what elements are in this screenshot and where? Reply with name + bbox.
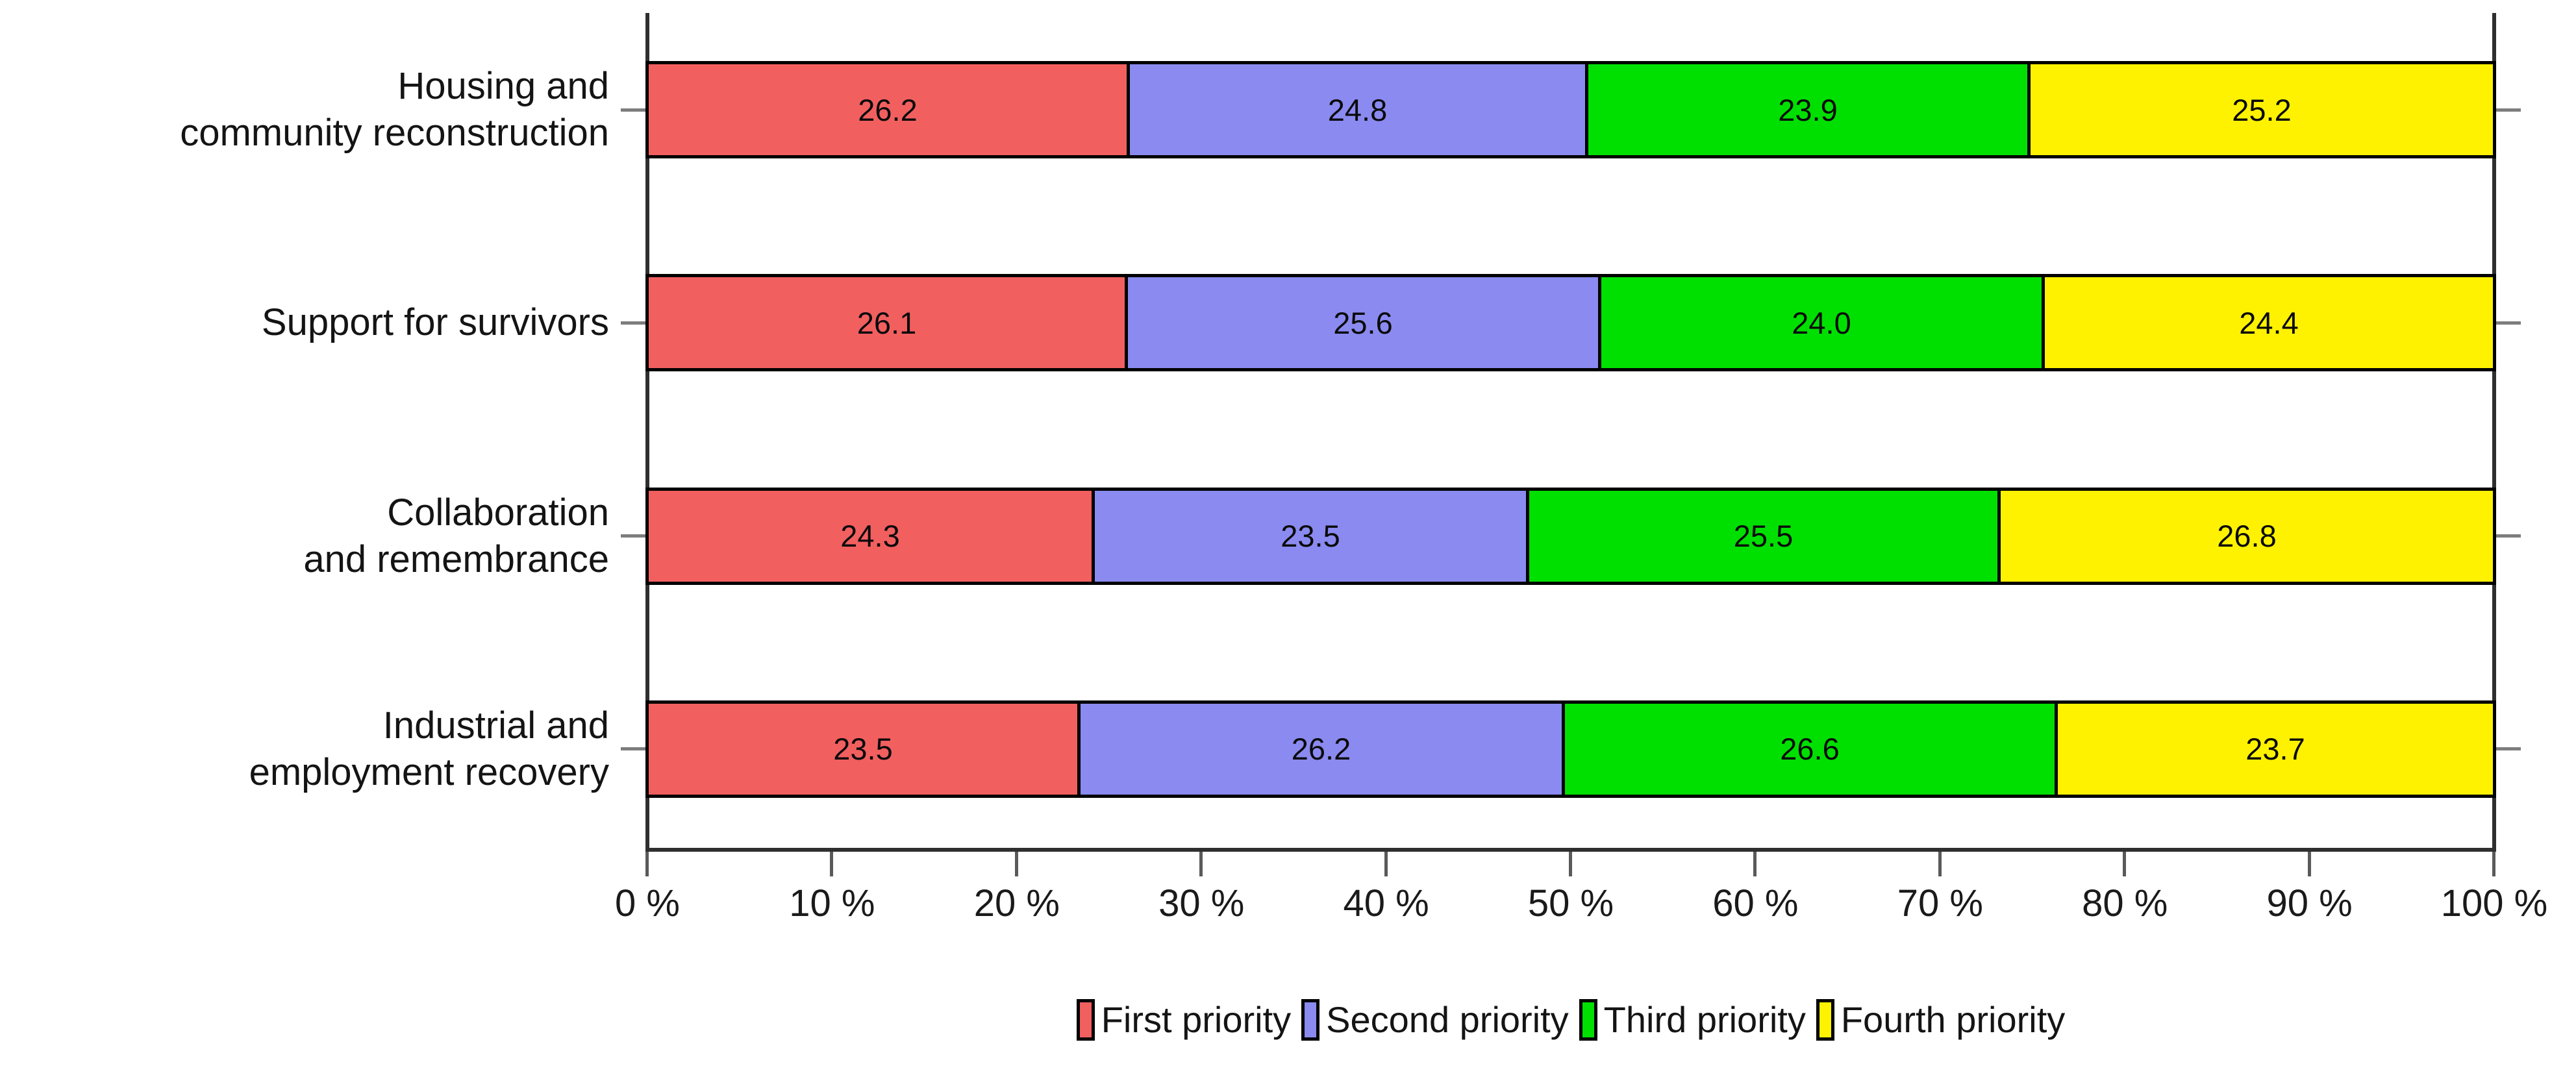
legend-item-first-priority: First priority — [1076, 998, 1292, 1041]
bar-value-label: 26.8 — [2217, 519, 2277, 554]
bar-segment-fourth-priority: 23.7 — [2055, 700, 2496, 798]
x-tick-label: 20 % — [973, 882, 1060, 924]
bar-segment-third-priority: 26.6 — [1562, 700, 2058, 798]
x-tick — [2123, 852, 2127, 876]
bar-value-label: 25.2 — [2232, 92, 2292, 127]
bar-value-label: 26.2 — [858, 92, 918, 127]
bar-value-label: 24.4 — [2239, 305, 2299, 340]
bar-row: 26.1 25.6 24.0 24.4 — [645, 274, 2496, 372]
category-label: Collaboration and remembrance — [303, 491, 609, 580]
bar-value-label: 24.0 — [1792, 305, 1851, 340]
y-tick-left — [621, 534, 645, 538]
bar-segment-second-priority: 26.2 — [1077, 700, 1565, 798]
y-tick-right — [2496, 108, 2521, 112]
x-tick-label: 30 % — [1158, 882, 1245, 924]
x-tick — [2492, 852, 2495, 876]
legend-swatch — [1076, 998, 1095, 1041]
bar-segment-third-priority: 24.0 — [1598, 274, 2045, 372]
x-tick — [1384, 852, 1388, 876]
legend-label: Fourth priority — [1840, 999, 2066, 1040]
x-tick — [1753, 852, 1757, 876]
legend-label: First priority — [1101, 999, 1292, 1040]
bar-value-label: 23.7 — [2245, 732, 2305, 767]
bar-row: 24.3 23.5 25.5 26.8 — [645, 487, 2496, 585]
bar-value-label: 26.1 — [857, 305, 917, 340]
y-axis-line-left — [645, 13, 649, 852]
y-tick-left — [621, 321, 645, 325]
x-tick — [1569, 852, 1572, 876]
bar-value-label: 23.5 — [1281, 519, 1340, 554]
bar-segment-fourth-priority: 24.4 — [2042, 274, 2496, 372]
category-label: Housing and community reconstruction — [180, 65, 609, 154]
bar-value-label: 24.8 — [1327, 92, 1388, 127]
x-tick-label: 100 % — [2440, 882, 2548, 924]
x-axis-line — [645, 848, 2496, 852]
bar-segment-second-priority: 24.8 — [1127, 61, 1588, 158]
legend: First priority Second priority Third prior… — [645, 998, 2496, 1041]
x-tick — [830, 852, 834, 876]
bar-segment-fourth-priority: 26.8 — [1997, 487, 2496, 585]
bar-segment-second-priority: 23.5 — [1092, 487, 1529, 585]
bar-value-label: 23.5 — [833, 732, 893, 767]
bar-value-label: 23.9 — [1778, 92, 1838, 127]
x-tick — [1014, 852, 1018, 876]
y-tick-left — [621, 747, 645, 751]
bar-value-label: 24.3 — [840, 519, 900, 554]
x-tick-label: 0 % — [615, 882, 680, 924]
bar-value-label: 25.5 — [1733, 519, 1794, 554]
bar-segment-third-priority: 23.9 — [1585, 61, 2031, 158]
bar-value-label: 26.2 — [1291, 732, 1351, 767]
legend-item-third-priority: Third priority — [1579, 998, 1806, 1041]
x-tick-label: 10 % — [789, 882, 875, 924]
x-tick-label: 70 % — [1897, 882, 1983, 924]
x-tick — [645, 852, 649, 876]
x-tick-label: 90 % — [2266, 882, 2353, 924]
legend-item-second-priority: Second priority — [1301, 998, 1569, 1041]
bar-row: 23.5 26.2 26.6 23.7 — [645, 700, 2496, 798]
x-tick — [2307, 852, 2311, 876]
x-tick-label: 80 % — [2082, 882, 2168, 924]
category-label: Support for survivors — [261, 301, 609, 344]
legend-item-fourth-priority: Fourth priority — [1816, 998, 2065, 1041]
category-label: Industrial and employment recovery — [249, 704, 609, 793]
bar-segment-first-priority: 24.3 — [645, 487, 1095, 585]
x-tick-label: 50 % — [1527, 882, 1614, 924]
legend-swatch — [1301, 998, 1320, 1041]
y-tick-right — [2496, 534, 2521, 538]
x-tick — [1199, 852, 1203, 876]
legend-label: Third priority — [1603, 999, 1806, 1040]
bar-segment-first-priority: 26.2 — [645, 61, 1130, 158]
bar-value-label: 26.6 — [1780, 732, 1840, 767]
x-tick — [1938, 852, 1942, 876]
y-axis-line-right — [2492, 13, 2496, 852]
bar-row: 26.2 24.8 23.9 25.2 — [645, 61, 2496, 158]
bar-segment-second-priority: 25.6 — [1125, 274, 1601, 372]
x-tick-label: 40 % — [1343, 882, 1429, 924]
bar-segment-first-priority: 23.5 — [645, 700, 1081, 798]
y-tick-right — [2496, 321, 2521, 325]
bar-value-label: 25.6 — [1333, 305, 1393, 340]
legend-label: Second priority — [1326, 999, 1569, 1040]
bar-segment-third-priority: 25.5 — [1526, 487, 2001, 585]
bar-segment-fourth-priority: 25.2 — [2027, 61, 2496, 158]
legend-swatch — [1816, 998, 1834, 1041]
legend-swatch — [1579, 998, 1597, 1041]
y-tick-right — [2496, 747, 2521, 751]
bar-segment-first-priority: 26.1 — [645, 274, 1128, 372]
x-tick-label: 60 % — [1712, 882, 1799, 924]
y-tick-left — [621, 108, 645, 112]
